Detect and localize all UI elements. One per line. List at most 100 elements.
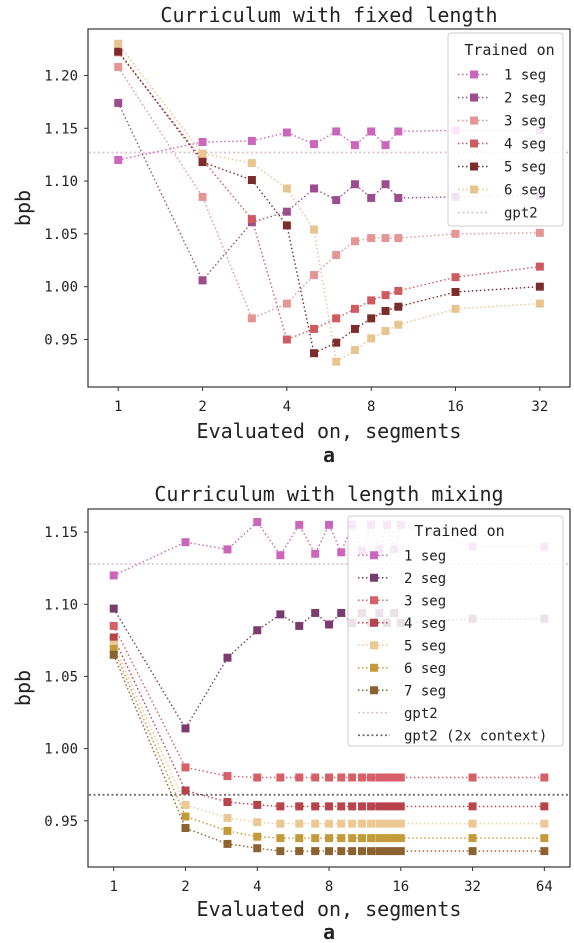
legend-label: 6 seg <box>504 183 546 199</box>
data-point <box>310 225 319 234</box>
data-point <box>468 802 477 811</box>
data-point <box>114 63 123 72</box>
data-point <box>381 306 390 315</box>
data-point <box>181 812 190 821</box>
data-point <box>253 773 262 782</box>
data-point <box>375 847 384 856</box>
x-tick-label: 16 <box>392 879 409 895</box>
y-tick-label: 0.95 <box>44 332 78 348</box>
data-point <box>382 773 391 782</box>
y-tick-label: 0.95 <box>44 814 78 830</box>
data-point <box>325 620 334 629</box>
y-tick-label: 1.15 <box>44 121 78 137</box>
data-point <box>181 800 190 809</box>
data-point <box>311 819 320 828</box>
data-point <box>295 847 304 856</box>
series-line-5 <box>117 50 540 355</box>
data-point <box>390 847 399 856</box>
data-point <box>394 193 403 202</box>
data-point <box>390 819 399 828</box>
data-point <box>282 221 291 230</box>
x-tick-label: 32 <box>531 399 548 415</box>
legend-label: 1 seg <box>404 548 446 564</box>
chart-title: Curriculum with fixed length <box>160 3 497 27</box>
data-point <box>276 802 285 811</box>
data-point <box>337 847 346 856</box>
data-point <box>253 832 262 841</box>
data-point <box>181 786 190 795</box>
data-point <box>181 824 190 833</box>
data-point <box>358 834 367 843</box>
data-point <box>358 773 367 782</box>
data-point <box>310 349 319 358</box>
data-point <box>247 314 256 323</box>
data-point <box>276 847 285 856</box>
data-point <box>451 273 460 282</box>
legend-marker <box>370 618 378 627</box>
x-tick-label: 16 <box>447 399 464 415</box>
data-point <box>367 193 376 202</box>
data-point <box>223 772 232 781</box>
data-point <box>350 304 359 313</box>
series-line-2 <box>117 102 540 282</box>
data-point <box>181 724 190 733</box>
data-point <box>350 324 359 333</box>
legend-label: 2 seg <box>504 91 546 107</box>
data-point <box>358 819 367 828</box>
legend-label: 3 seg <box>404 593 446 609</box>
y-tick-label: 1.05 <box>44 669 78 685</box>
data-point <box>381 141 390 150</box>
data-point <box>332 196 341 205</box>
data-point <box>325 834 334 843</box>
data-point <box>337 802 346 811</box>
data-point <box>348 847 357 856</box>
data-point <box>468 819 477 828</box>
data-point <box>198 149 207 158</box>
data-point <box>390 834 399 843</box>
data-point <box>109 645 118 654</box>
legend-label: 4 seg <box>504 137 546 153</box>
data-point <box>282 128 291 137</box>
data-point <box>276 551 285 560</box>
data-point <box>109 571 118 580</box>
data-point <box>247 159 256 168</box>
legend-marker <box>370 641 378 650</box>
data-point <box>198 158 207 167</box>
data-point <box>109 621 118 630</box>
data-point <box>114 98 123 107</box>
data-point <box>337 548 346 557</box>
data-point <box>350 180 359 189</box>
data-point <box>382 819 391 828</box>
data-point <box>295 819 304 828</box>
legend-label: 5 seg <box>504 160 546 176</box>
data-point <box>223 653 232 662</box>
data-point <box>332 250 341 259</box>
data-point <box>295 834 304 843</box>
data-point <box>348 802 357 811</box>
legend-label: 2 seg <box>404 571 446 587</box>
y-tick-label: 1.20 <box>44 68 78 84</box>
data-point <box>223 839 232 848</box>
data-point <box>381 234 390 243</box>
x-tick-label: 4 <box>253 879 261 895</box>
data-point <box>337 773 346 782</box>
series-line-6 <box>117 43 540 363</box>
data-point <box>382 834 391 843</box>
data-point <box>451 287 460 296</box>
data-point <box>247 176 256 185</box>
legend-marker <box>470 139 478 148</box>
data-point <box>375 773 384 782</box>
data-point <box>535 262 544 271</box>
data-point <box>311 608 320 617</box>
x-axis-label: Evaluated on, segments <box>197 897 462 921</box>
legend-marker <box>370 551 378 560</box>
y-tick-label: 1.05 <box>44 227 78 243</box>
data-point <box>535 299 544 308</box>
data-point <box>367 773 376 782</box>
data-point <box>247 136 256 145</box>
data-point <box>311 773 320 782</box>
chart-length-mixing: Curriculum with length mixing 1 2 4 8 16 32 64 0… <box>11 482 571 943</box>
data-point <box>198 137 207 146</box>
data-point <box>295 520 304 529</box>
data-point <box>396 847 405 856</box>
